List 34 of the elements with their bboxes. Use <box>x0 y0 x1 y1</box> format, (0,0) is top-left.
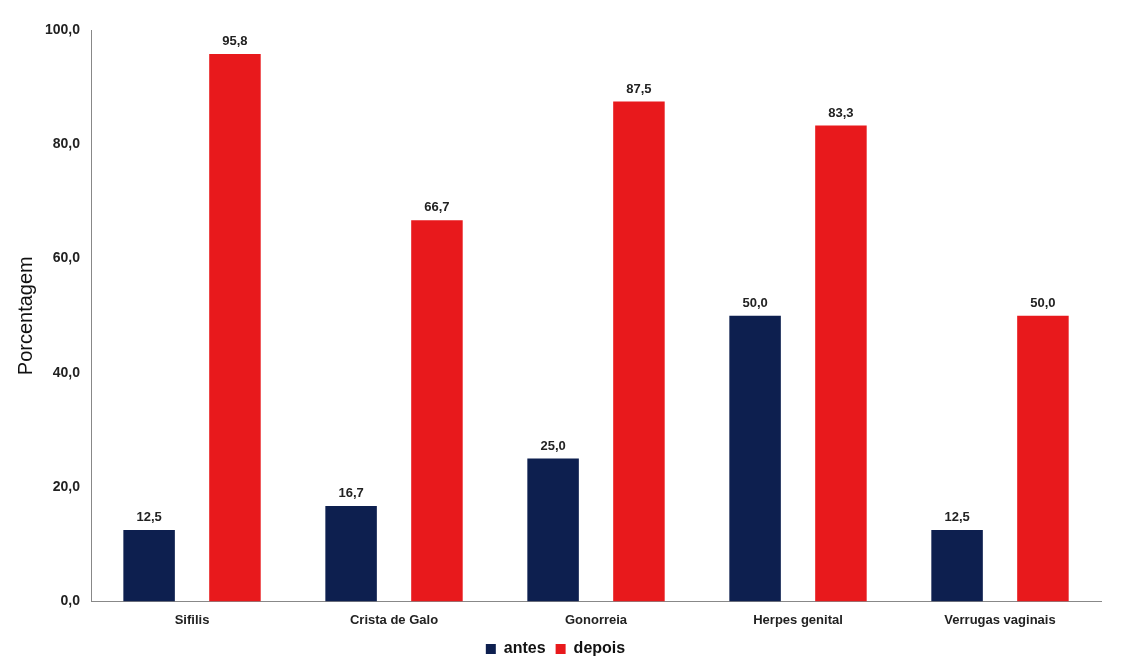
data-label: 12,5 <box>136 509 162 525</box>
data-label: 66,7 <box>424 199 450 215</box>
legend-label: antes <box>503 639 546 657</box>
y-tick-label: 60,0 <box>52 249 81 266</box>
bar <box>1017 315 1069 602</box>
legend-label: depois <box>573 639 626 657</box>
y-tick-label: 0,0 <box>60 592 81 609</box>
bar <box>527 458 579 602</box>
x-tick-label: Crista de Galo <box>349 611 439 627</box>
bar <box>613 101 665 602</box>
y-tick-label: 40,0 <box>52 363 81 380</box>
bar <box>123 529 175 602</box>
y-axis-title: Porcentagem <box>13 256 36 376</box>
y-tick-label: 100,0 <box>44 20 81 37</box>
bar <box>325 505 377 602</box>
y-tick-label: 20,0 <box>52 477 81 494</box>
data-label: 50,0 <box>1030 294 1056 310</box>
bar <box>209 54 261 602</box>
x-tick-label: Verrugas vaginais <box>944 611 1056 627</box>
x-tick-label: Sifilis <box>174 611 210 627</box>
x-tick-label: Gonorreia <box>564 611 628 627</box>
bar <box>815 125 867 602</box>
data-label: 83,3 <box>828 104 854 120</box>
data-label: 95,8 <box>222 33 248 49</box>
data-label: 50,0 <box>742 294 768 310</box>
bar <box>729 315 781 602</box>
data-label: 87,5 <box>626 80 652 96</box>
data-label: 12,5 <box>944 509 970 525</box>
y-tick-label: 80,0 <box>52 135 81 152</box>
x-tick-label: Herpes genital <box>753 611 843 627</box>
data-label: 25,0 <box>540 437 566 453</box>
data-label: 16,7 <box>338 485 364 501</box>
bar <box>411 220 463 602</box>
bar <box>931 529 983 602</box>
